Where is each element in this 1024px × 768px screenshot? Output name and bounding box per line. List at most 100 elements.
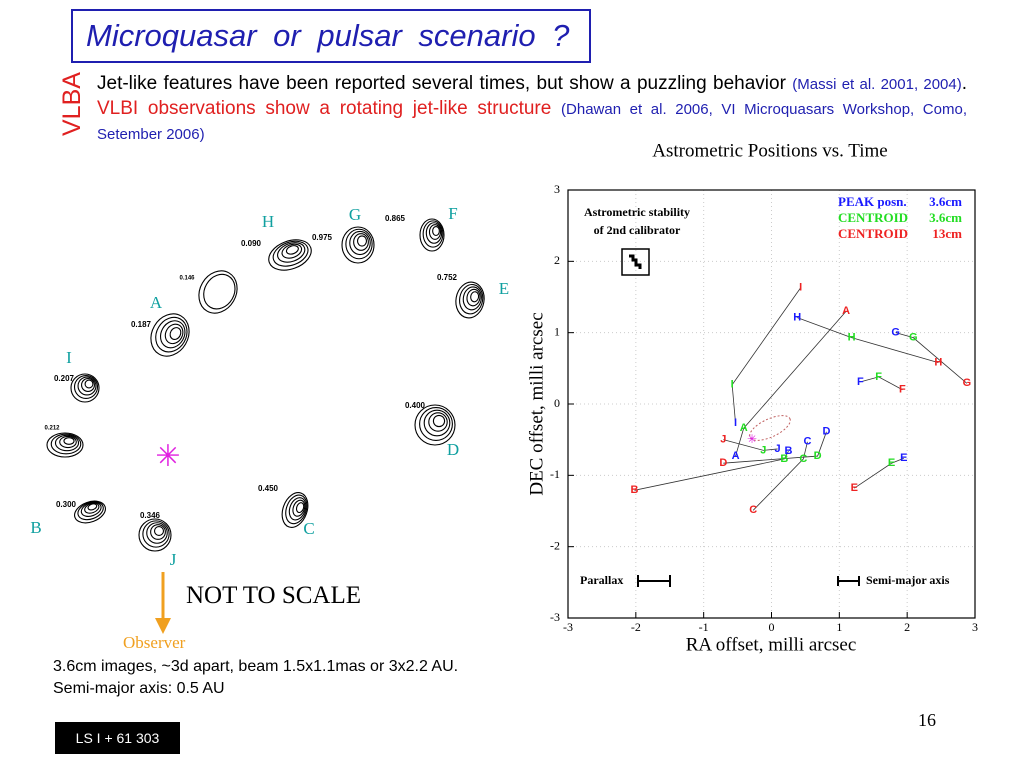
legend-name: CENTROID (838, 226, 908, 241)
contour (285, 245, 299, 255)
contour (459, 283, 484, 315)
contour (155, 316, 188, 353)
point-label: B (631, 484, 639, 496)
contour (81, 378, 95, 392)
contour (146, 522, 168, 544)
contour (281, 243, 303, 259)
epoch-letter: D (447, 440, 459, 459)
flux-label: 0.346 (140, 511, 161, 520)
flux-label: 0.975 (312, 233, 333, 242)
contour (169, 327, 182, 340)
point-label: E (851, 482, 858, 494)
semimajor-label: Semi-major axis (866, 573, 950, 587)
ref: (Massi et al. 2001, 2004) (792, 76, 962, 93)
contour (288, 497, 307, 521)
intro-text: Jet-like features have been reported sev… (97, 73, 786, 94)
point-label: C (749, 504, 757, 516)
contour (153, 525, 165, 537)
point-label: H (793, 312, 801, 324)
contour (198, 270, 238, 314)
point-label: I (731, 379, 734, 391)
contour (59, 435, 77, 449)
inset-text: Astrometric stability (584, 205, 690, 219)
connector (854, 457, 904, 489)
ref: (Dhawan et al. 2006, VI Microquasars Wor… (97, 101, 967, 143)
point-label: J (760, 444, 766, 456)
x-tick-label: 0 (769, 620, 775, 634)
contour (423, 409, 451, 437)
intro-red: VLBI observations show a rotating jet-li… (97, 98, 552, 119)
contour (77, 501, 104, 521)
legend-name: CENTROID (838, 210, 908, 225)
legend-band: 3.6cm (929, 194, 962, 209)
star: ✳ (747, 432, 757, 446)
point-label: D (719, 457, 727, 469)
contour (345, 228, 373, 260)
contour (281, 492, 309, 528)
contour (341, 226, 375, 264)
contour (70, 373, 100, 403)
contour (292, 499, 306, 517)
center-star: ✳ (155, 440, 180, 473)
connector (860, 376, 903, 391)
point-label: D (814, 450, 822, 462)
point-label: I (799, 282, 802, 294)
connector (735, 311, 847, 457)
contour (84, 502, 100, 514)
contour (73, 374, 99, 400)
flux-label: 0.450 (258, 484, 279, 493)
observer: Observer (123, 633, 186, 652)
connector (634, 450, 789, 491)
parallax-label: Parallax (580, 573, 623, 587)
contour (462, 286, 482, 311)
point-label: A (740, 422, 748, 434)
contour (419, 218, 445, 252)
point-label: E (900, 452, 907, 464)
calibrator-box (621, 248, 650, 276)
semimajor-bar (837, 576, 860, 586)
flux-label: 0.752 (437, 273, 458, 282)
contour (466, 288, 481, 307)
connector (723, 439, 778, 451)
flux-label: 0.212 (44, 426, 60, 432)
contour (272, 240, 309, 267)
flux-label: 0.865 (385, 214, 406, 223)
calibrator-track (629, 254, 642, 269)
contour (150, 524, 166, 540)
point-label: H (934, 357, 942, 369)
contour (295, 502, 305, 514)
point-label: C (803, 436, 811, 448)
contour (285, 494, 308, 525)
title-box (71, 9, 591, 63)
y-axis-label: DEC offset, milli arcsec (526, 312, 547, 495)
connector (752, 441, 808, 511)
contour (203, 273, 236, 310)
y-tick-label: 2 (554, 253, 560, 267)
contour (46, 432, 84, 458)
y-tick-label: 3 (554, 182, 560, 196)
connector (895, 332, 968, 384)
point-label: I (734, 417, 737, 429)
contour (80, 501, 102, 517)
x-tick-label: -3 (563, 620, 573, 634)
contour (87, 503, 98, 511)
epoch-letter: I (66, 348, 72, 367)
contour (277, 242, 306, 263)
epoch-letter: F (448, 204, 457, 223)
contour (159, 320, 186, 349)
y-tick-label: -2 (550, 538, 560, 552)
point-label: A (732, 450, 740, 462)
y-tick-label: 0 (554, 396, 560, 410)
point-label: G (909, 332, 918, 344)
arrow-head (155, 618, 171, 634)
orbit (749, 415, 791, 441)
contour (84, 379, 94, 389)
connector (723, 431, 827, 464)
epoch-letter: A (150, 293, 163, 312)
flux-label: 0.400 (405, 401, 426, 410)
legend-name: PEAK posn. (838, 194, 907, 209)
contour (455, 281, 485, 319)
contour (50, 433, 82, 455)
